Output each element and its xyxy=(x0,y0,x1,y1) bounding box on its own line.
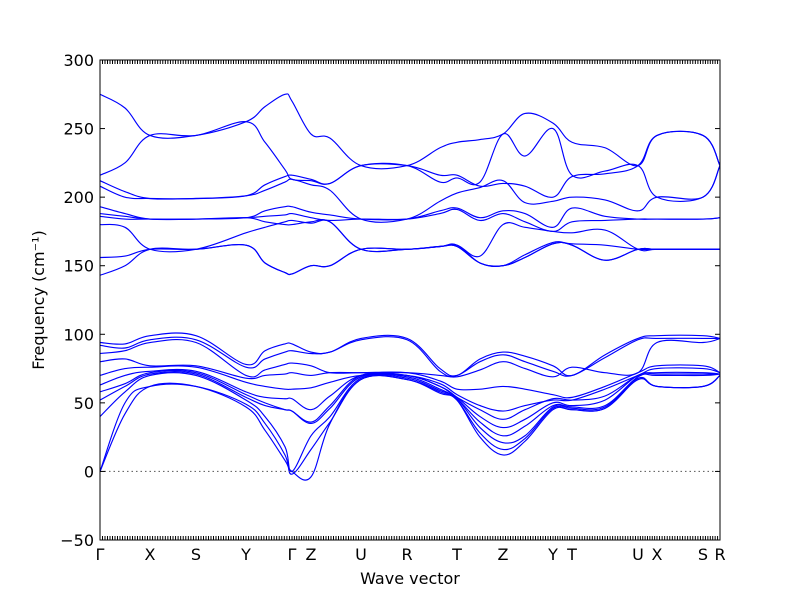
band-line-1 xyxy=(99,93,721,170)
band-line-17 xyxy=(99,369,720,429)
band-line-5 xyxy=(99,205,721,228)
x-tick-label-Γ: Γ xyxy=(96,545,105,564)
y-tick-label: 0 xyxy=(84,462,94,481)
x-tick-label-S: S xyxy=(698,545,708,564)
x-tick-label-X: X xyxy=(652,545,663,564)
band-line-6 xyxy=(99,208,721,233)
x-tick-label-U: U xyxy=(632,545,644,564)
band-line-21 xyxy=(99,374,721,481)
x-tick-label-T: T xyxy=(566,545,577,564)
band-line-14 xyxy=(99,358,721,399)
x-tick-label-Z: Z xyxy=(498,545,509,564)
band-line-9 xyxy=(99,241,720,276)
band-line-15 xyxy=(99,365,721,412)
y-tick-label: 50 xyxy=(74,394,94,413)
y-axis-ticks: −50 0 50 100 150 200 250 300 xyxy=(60,51,720,550)
y-tick-label: 150 xyxy=(63,257,94,276)
band-lines xyxy=(99,93,721,481)
band-line-13 xyxy=(99,337,721,378)
y-tick-label: 250 xyxy=(63,120,94,139)
y-tick-label: 200 xyxy=(63,188,94,207)
x-tick-label-Γ: Γ xyxy=(288,545,297,564)
band-line-11 xyxy=(99,332,721,377)
x-tick-label-Y: Y xyxy=(240,545,251,564)
band-line-19 xyxy=(99,372,721,473)
band-line-10 xyxy=(99,241,720,276)
band-line-12 xyxy=(99,336,720,378)
band-line-20 xyxy=(99,374,721,475)
x-tick-label-U: U xyxy=(355,545,367,564)
y-tick-label: −50 xyxy=(60,531,94,550)
plot-frame xyxy=(99,59,721,541)
band-line-18 xyxy=(99,371,721,437)
x-tick-label-R: R xyxy=(714,545,725,564)
band-line-7 xyxy=(99,215,720,258)
band-line-2 xyxy=(99,121,721,202)
y-axis-label: Frequency (cm⁻¹) xyxy=(29,230,48,369)
y-tick-label: 300 xyxy=(63,51,94,70)
x-tick-label-S: S xyxy=(191,545,201,564)
x-tick-label-R: R xyxy=(401,545,412,564)
y-tick-label: 100 xyxy=(63,325,94,344)
x-axis-label: Wave vector xyxy=(360,569,460,588)
band-line-4 xyxy=(99,165,721,223)
x-tick-label-T: T xyxy=(451,545,462,564)
x-tick-label-Y: Y xyxy=(547,545,558,564)
x-tick-label-Z: Z xyxy=(306,545,317,564)
x-tick-label-X: X xyxy=(145,545,156,564)
